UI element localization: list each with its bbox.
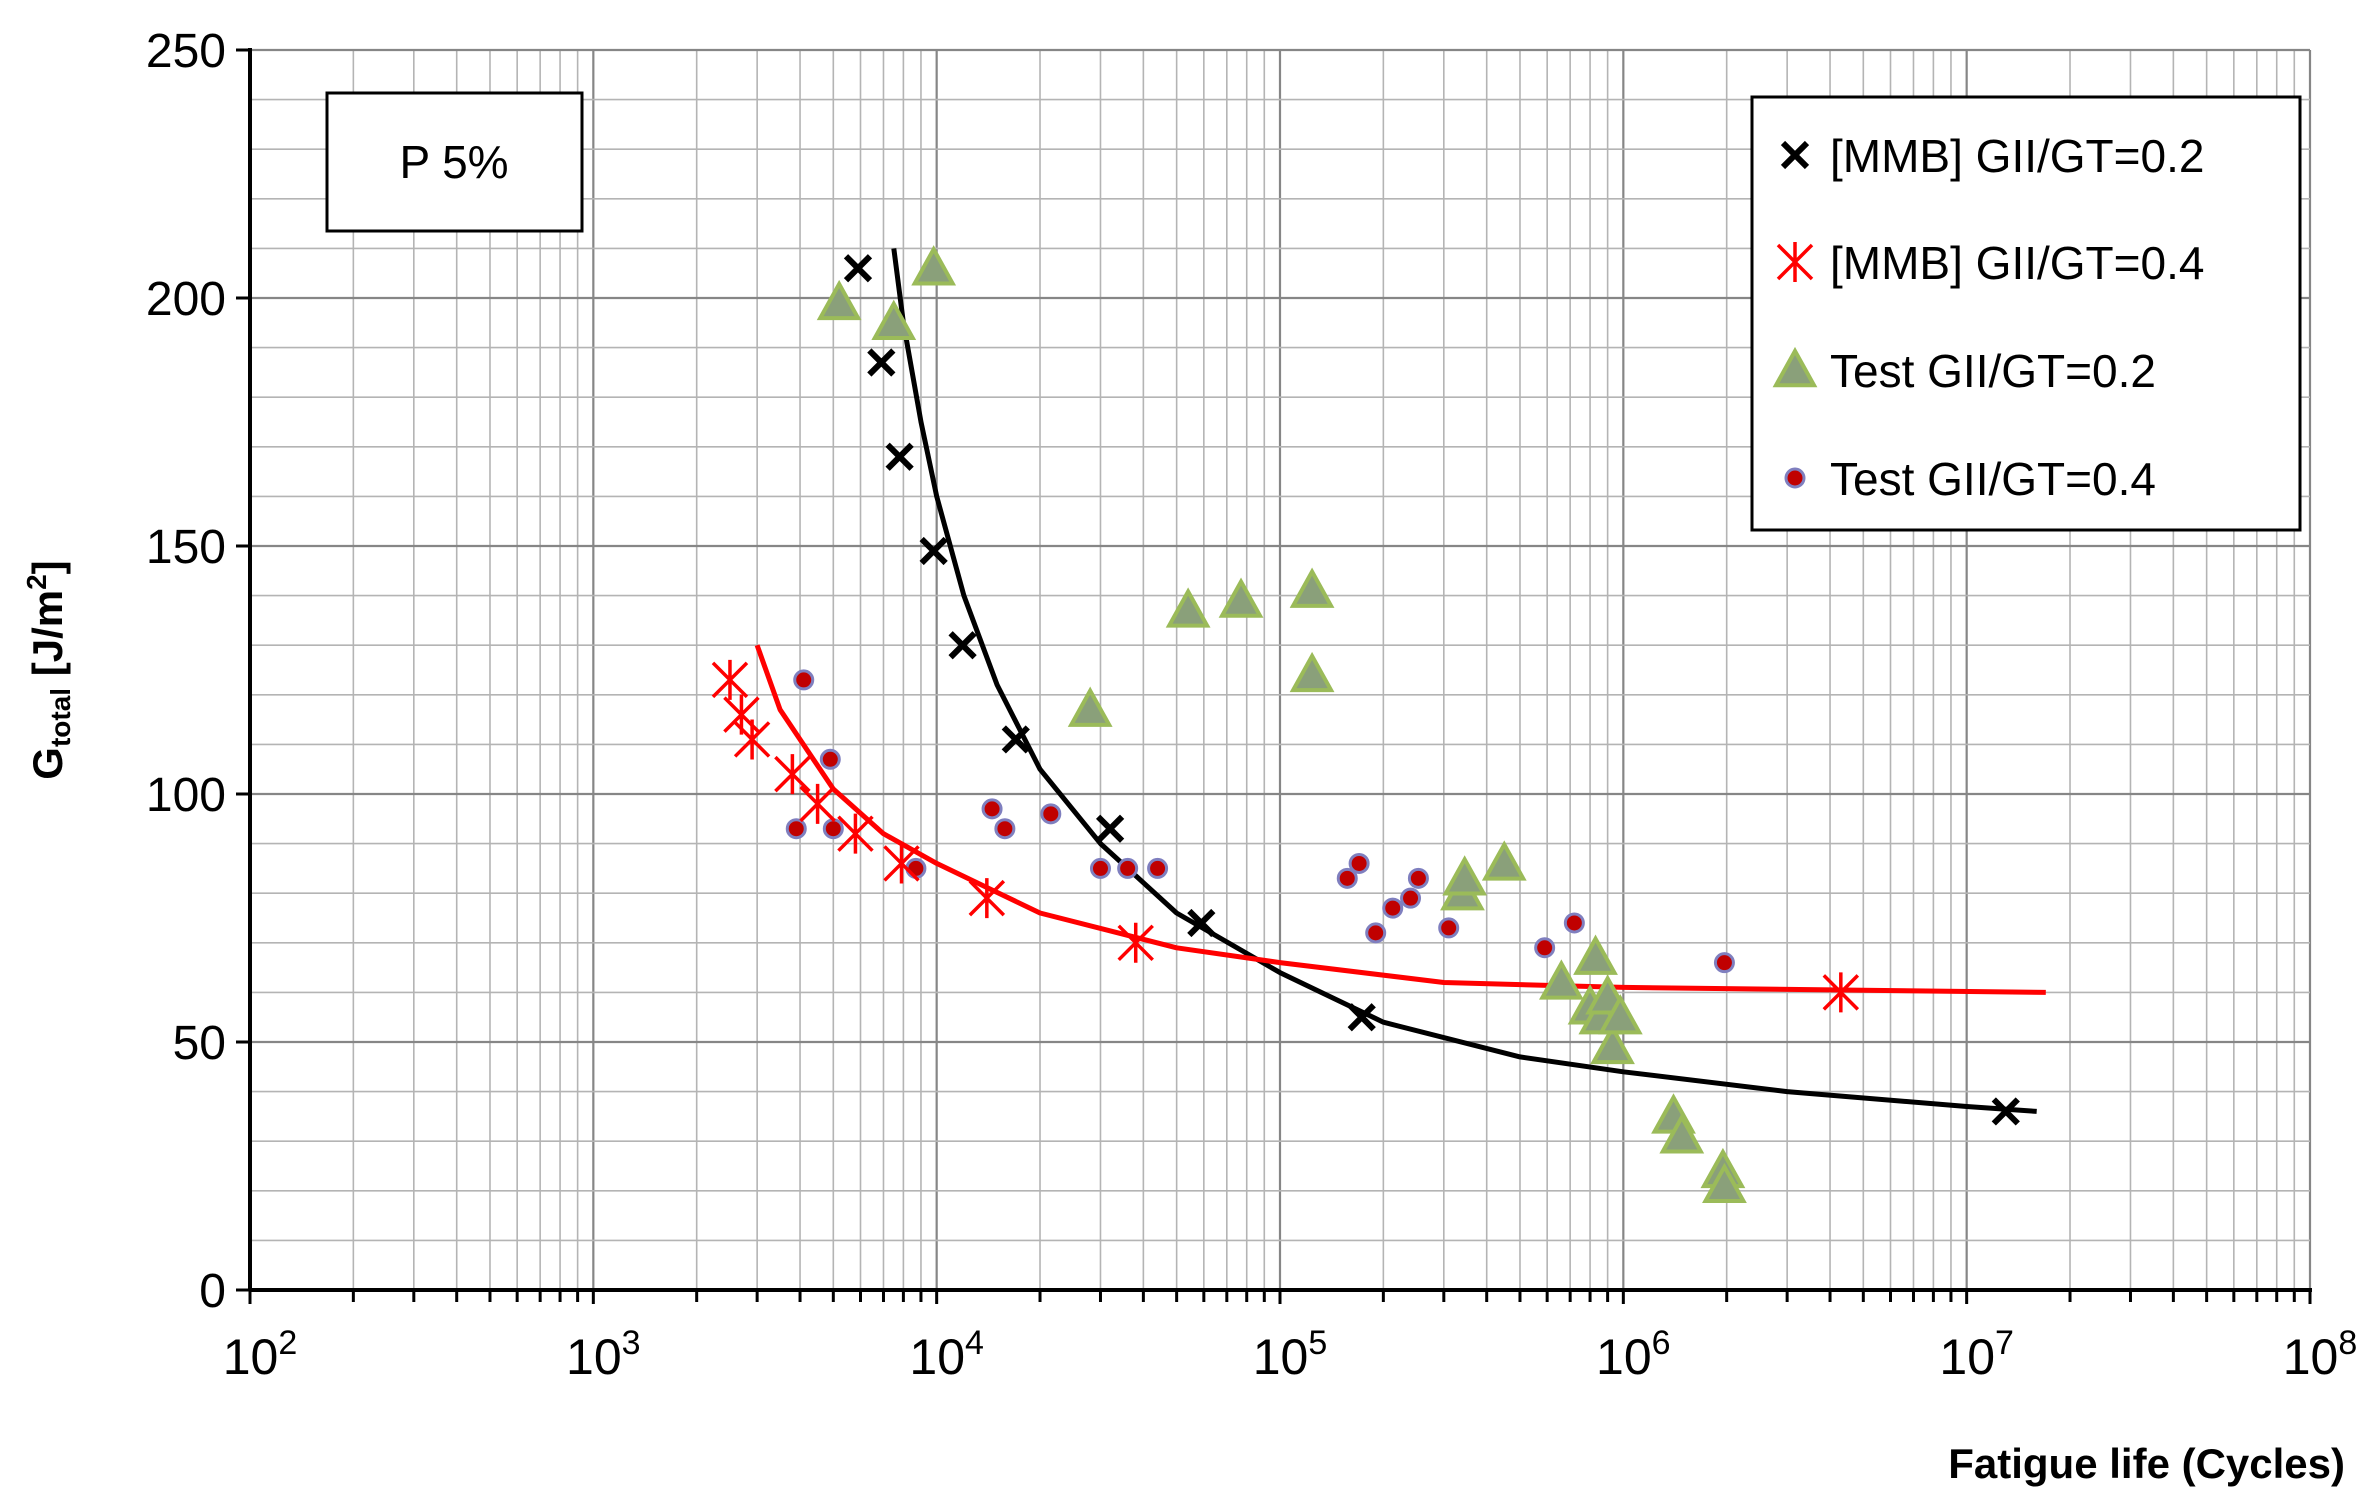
data-point-test-0-4 [1382, 897, 1404, 919]
data-point-mmb-0-2 [885, 442, 914, 471]
data-point-test-0-4 [981, 798, 1003, 820]
data-point-test-0-2 [816, 279, 862, 321]
data-point-mmb-0-4 [774, 754, 811, 795]
data-point-mmb-0-4 [1822, 972, 1860, 1013]
annotation-text: P 5% [399, 136, 508, 188]
data-point-mmb-0-2 [843, 254, 873, 283]
data-point-test-0-4 [1438, 917, 1460, 939]
legend-label-test-0-4: Test GII/GT=0.4 [1830, 453, 2156, 505]
data-point-mmb-0-2 [1347, 1003, 1376, 1032]
data-point-test-0-2 [1702, 1162, 1747, 1204]
data-point-test-0-4 [1147, 857, 1169, 879]
legend-marker-test-0-4 [1784, 467, 1806, 489]
data-point-test-0-4 [905, 857, 927, 879]
data-point-mmb-0-4 [837, 813, 874, 854]
data-point-test-0-2 [1442, 855, 1488, 896]
legend-marker-test-0-2 [1772, 346, 1818, 388]
data-point-test-0-2 [911, 245, 957, 286]
legend-label-test-0-2: Test GII/GT=0.2 [1830, 345, 2156, 397]
data-point-test-0-2 [1590, 1023, 1635, 1065]
x-tick-label: 105 [1253, 1324, 1328, 1385]
data-point-test-0-4 [819, 748, 841, 770]
y-tick-label: 250 [146, 25, 226, 78]
data-point-test-0-4 [793, 669, 815, 691]
data-point-test-0-2 [1289, 651, 1335, 693]
data-points [711, 245, 2020, 1204]
annotation-frame [325, 91, 584, 233]
y-tick-label: 0 [199, 1265, 226, 1318]
x-tick-label: 106 [1596, 1324, 1671, 1385]
x-tick-label: 107 [1939, 1324, 2014, 1385]
legend-marker-mmb-0-2 [1780, 140, 1810, 170]
data-point-test-0-2 [1067, 686, 1113, 727]
data-point-test-0-2 [871, 299, 917, 340]
data-point-test-0-4 [822, 818, 844, 840]
data-point-mmb-0-4 [883, 843, 920, 884]
fit-curve-1 [891, 248, 2037, 1114]
legend-marker-mmb-0-4 [1776, 242, 1814, 282]
data-point-test-0-4 [1040, 803, 1062, 825]
data-point-test-0-2 [1597, 994, 1643, 1035]
x-tick-label: 104 [909, 1324, 984, 1385]
data-point-mmb-0-2 [1991, 1097, 2020, 1126]
data-point-mmb-0-2 [1001, 725, 1030, 754]
y-tick-label: 100 [146, 769, 226, 822]
data-point-test-0-4 [1563, 912, 1585, 934]
data-point-test-0-4 [1534, 937, 1556, 959]
legend: [MMB] GII/GT=0.2 [MMB] GII/GT=0.4 Test GII… [1750, 95, 2302, 532]
axes: 0 50 100 150 200 250 102 103 104 105 106 107 108 [146, 25, 2357, 1385]
legend-label-mmb-0-2: [MMB] GII/GT=0.2 [1830, 130, 2204, 182]
y-axis-title: Gtotal [J/m2] [21, 560, 76, 779]
x-tick-label: 103 [566, 1324, 641, 1385]
data-point-test-0-2 [1538, 959, 1584, 1000]
x-tick-label: 108 [2283, 1324, 2358, 1385]
data-point-test-0-2 [1289, 567, 1335, 608]
data-point-mmb-0-2 [919, 536, 948, 566]
data-point-test-0-2 [1659, 1113, 1705, 1154]
data-point-test-0-2 [1573, 934, 1618, 975]
data-point-test-0-4 [994, 818, 1016, 840]
y-tick-label: 200 [146, 273, 226, 326]
annotation-box: P 5% [325, 91, 584, 233]
data-point-mmb-0-4 [968, 878, 1006, 919]
data-point-test-0-4 [1400, 887, 1422, 909]
data-point-test-0-2 [1165, 587, 1211, 628]
data-point-test-0-4 [1713, 952, 1735, 974]
x-axis-title: Fatigue life (Cycles) [1948, 1440, 2345, 1487]
x-tick-label: 102 [223, 1324, 298, 1385]
legend-frame [1750, 95, 2302, 532]
data-point-test-0-4 [1407, 867, 1429, 889]
data-point-test-0-2 [1218, 577, 1264, 618]
legend-label-mmb-0-4: [MMB] GII/GT=0.4 [1830, 237, 2204, 289]
data-point-mmb-0-4 [733, 719, 771, 760]
y-tick-label: 150 [146, 521, 226, 574]
data-point-test-0-4 [1365, 922, 1387, 944]
data-point-mmb-0-2 [1095, 814, 1125, 843]
data-point-test-0-4 [1117, 857, 1139, 879]
data-point-mmb-0-4 [711, 659, 749, 700]
data-point-test-0-4 [1348, 852, 1370, 874]
data-point-test-0-2 [1481, 840, 1527, 881]
data-point-mmb-0-4 [799, 783, 836, 824]
data-point-mmb-0-2 [948, 631, 977, 660]
data-point-test-0-4 [1336, 867, 1358, 889]
data-point-mmb-0-4 [1117, 922, 1154, 963]
data-point-mmb-0-2 [1187, 908, 1216, 938]
axis-labels: Fatigue life (Cycles) Gtotal [J/m2] [21, 560, 2345, 1487]
y-tick-label: 50 [173, 1017, 226, 1070]
data-point-test-0-4 [1089, 857, 1111, 879]
data-point-mmb-0-2 [867, 348, 896, 377]
data-point-test-0-4 [785, 818, 807, 840]
